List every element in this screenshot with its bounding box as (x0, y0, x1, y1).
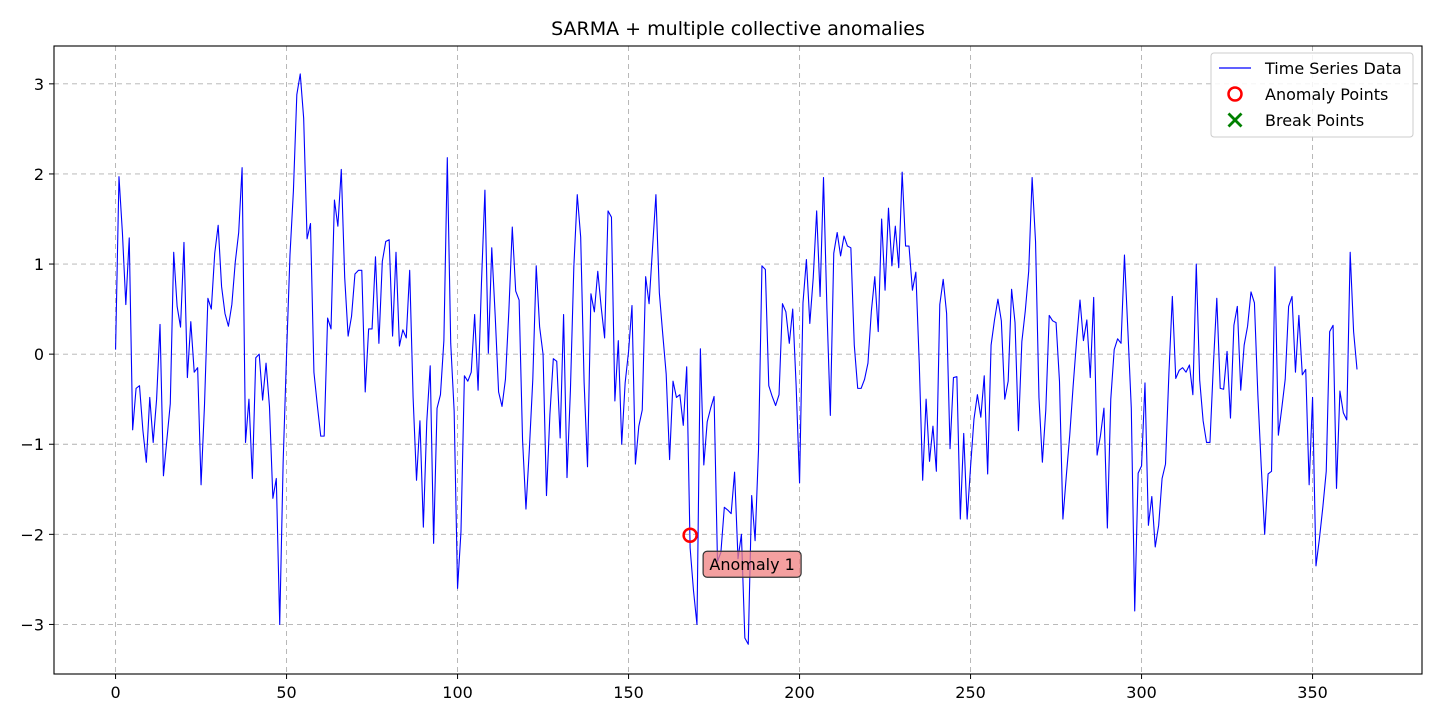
legend-label: Time Series Data (1264, 59, 1402, 78)
plot-frame (53, 45, 1423, 675)
y-tick-label: 2 (34, 165, 44, 184)
legend-entry: Time Series Data (1219, 59, 1402, 78)
annotations: Anomaly 1 (702, 550, 802, 578)
legend-entry: Break Points (1227, 111, 1364, 130)
legend-box (1210, 52, 1414, 138)
x-tick-label: 0 (110, 683, 120, 702)
legend-x-swatch (1227, 112, 1243, 128)
y-tick-label: −1 (20, 435, 44, 454)
y-axis: −3 −2 −1 0 1 2 3 (20, 75, 54, 634)
x-tick-label: 150 (613, 683, 644, 702)
x-tick-label: 250 (955, 683, 986, 702)
legend-circle-swatch (1227, 86, 1243, 102)
series-line-time-series-data (115, 73, 1358, 645)
y-tick-label: −2 (20, 525, 44, 544)
y-tick-label: −3 (20, 615, 44, 634)
anomaly-point (682, 527, 698, 543)
annotation-label: Anomaly 1 (709, 555, 794, 574)
x-tick-label: 100 (442, 683, 473, 702)
legend-label: Anomaly Points (1265, 85, 1388, 104)
y-tick-label: 3 (34, 75, 44, 94)
x-tick-label: 350 (1297, 683, 1328, 702)
x-tick-label: 300 (1126, 683, 1157, 702)
chart-title: SARMA + multiple collective anomalies (551, 18, 925, 40)
y-tick-label: 0 (34, 345, 44, 364)
x-axis: 0 50 100 150 200 250 300 350 (110, 674, 1328, 702)
x-tick-label: 200 (784, 683, 815, 702)
x-tick-label: 50 (276, 683, 296, 702)
legend: Time Series Data Anomaly Points Break Poin… (1210, 52, 1414, 138)
annotation: Anomaly 1 (702, 550, 802, 578)
legend-entry: Anomaly Points (1227, 85, 1388, 104)
anomaly-markers (682, 527, 698, 543)
annotation-box (702, 550, 802, 578)
y-tick-label: 1 (34, 255, 44, 274)
legend-label: Break Points (1265, 111, 1364, 130)
